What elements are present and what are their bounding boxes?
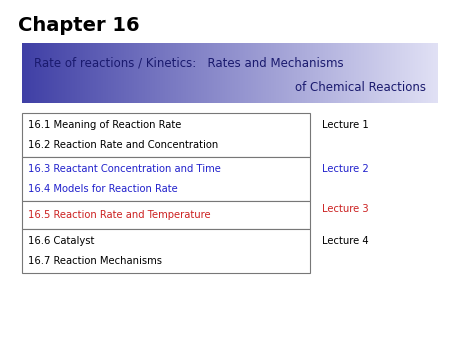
Text: of Chemical Reactions: of Chemical Reactions xyxy=(295,81,426,94)
Text: Lecture 4: Lecture 4 xyxy=(322,236,369,246)
Text: Lecture 1: Lecture 1 xyxy=(322,120,369,130)
Text: Lecture 3: Lecture 3 xyxy=(322,204,369,214)
Text: 16.5 Reaction Rate and Temperature: 16.5 Reaction Rate and Temperature xyxy=(28,210,211,220)
Text: Chapter 16: Chapter 16 xyxy=(18,16,140,35)
Text: 16.4 Models for Reaction Rate: 16.4 Models for Reaction Rate xyxy=(28,184,178,194)
Text: Rate of reactions / Kinetics:   Rates and Mechanisms: Rate of reactions / Kinetics: Rates and … xyxy=(34,57,344,70)
Bar xyxy=(22,229,310,273)
Text: 16.7 Reaction Mechanisms: 16.7 Reaction Mechanisms xyxy=(28,256,162,266)
Bar xyxy=(22,157,310,201)
Text: 16.2 Reaction Rate and Concentration: 16.2 Reaction Rate and Concentration xyxy=(28,140,218,150)
Text: Lecture 2: Lecture 2 xyxy=(322,164,369,174)
Text: 16.6 Catalyst: 16.6 Catalyst xyxy=(28,236,94,246)
Bar xyxy=(22,113,310,157)
Text: 16.1 Meaning of Reaction Rate: 16.1 Meaning of Reaction Rate xyxy=(28,120,181,130)
Text: 16.3 Reactant Concentration and Time: 16.3 Reactant Concentration and Time xyxy=(28,164,221,174)
Bar xyxy=(22,201,310,229)
